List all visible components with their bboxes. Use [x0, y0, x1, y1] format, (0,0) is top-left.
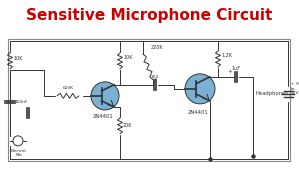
Text: Sensitive Microphone Circuit: Sensitive Microphone Circuit — [26, 8, 273, 23]
Bar — [8, 39, 290, 161]
Circle shape — [13, 136, 23, 146]
Text: 1uF: 1uF — [231, 66, 240, 71]
Circle shape — [185, 74, 215, 104]
Text: 10K: 10K — [13, 56, 22, 61]
Text: nF: nF — [152, 78, 158, 82]
Text: 20K: 20K — [123, 123, 132, 128]
Text: 620K: 620K — [62, 86, 74, 90]
Text: 220K: 220K — [151, 45, 163, 50]
Circle shape — [91, 82, 119, 110]
Text: 2N4401: 2N4401 — [93, 114, 113, 119]
Text: 10K: 10K — [123, 55, 132, 60]
Text: 2N4401: 2N4401 — [188, 110, 208, 115]
Text: Electret
Mic: Electret Mic — [11, 149, 27, 158]
Text: 100nF: 100nF — [15, 100, 28, 104]
Text: +: + — [228, 69, 232, 74]
Text: Headphones: Headphones — [256, 91, 289, 96]
Text: 100: 100 — [151, 75, 159, 79]
Text: + 9V
to
12V: + 9V to 12V — [291, 82, 299, 95]
Text: 1.2K: 1.2K — [221, 53, 232, 58]
